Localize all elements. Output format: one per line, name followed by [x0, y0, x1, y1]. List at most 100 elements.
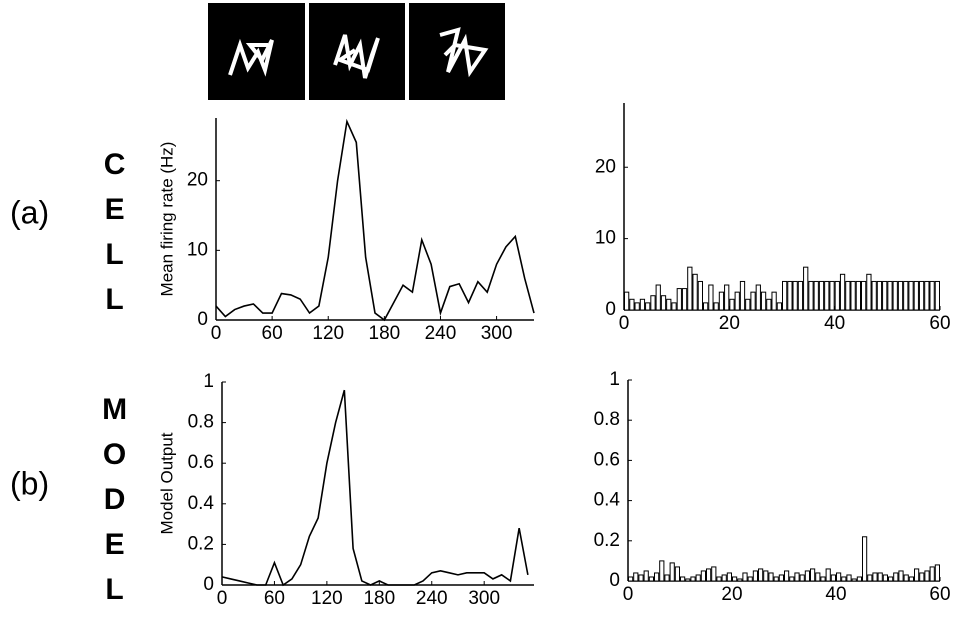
bar [695, 574, 701, 582]
bar [639, 298, 646, 311]
bar [913, 280, 919, 311]
stimulus-shape [439, 27, 489, 78]
bar [919, 572, 925, 582]
bar [664, 574, 670, 582]
bar [706, 568, 712, 582]
bar [633, 572, 639, 582]
bar [804, 570, 810, 582]
x-tick-label: 240 [416, 588, 448, 609]
x-tick-label: 40 [825, 584, 846, 605]
bar [771, 291, 777, 311]
bar [766, 298, 772, 311]
bar [737, 578, 743, 582]
bar [818, 280, 825, 311]
bar [834, 280, 840, 311]
bar [718, 291, 725, 311]
bar [747, 576, 753, 582]
bar [813, 280, 819, 311]
bar [645, 302, 651, 311]
bar [763, 570, 769, 582]
bar [908, 280, 914, 311]
bar [803, 266, 809, 311]
bar [918, 280, 925, 311]
x-tick-label: 120 [311, 588, 343, 609]
bar [713, 302, 719, 311]
y-tick-label: 0.6 [188, 452, 214, 473]
bar [871, 280, 877, 311]
bar [655, 284, 661, 311]
data-line [215, 118, 535, 322]
bar [758, 568, 764, 582]
bar [776, 302, 783, 311]
bar [862, 536, 868, 582]
bar [742, 572, 748, 582]
bar [841, 576, 847, 582]
y-tick-label: 0 [609, 570, 620, 591]
bar [778, 574, 784, 582]
bar [716, 576, 722, 582]
bar [810, 568, 816, 582]
bar [861, 280, 867, 311]
x-tick-label: 240 [425, 323, 457, 344]
y-axis-label: Mean firing rate (Hz) [157, 142, 176, 297]
bar [745, 298, 751, 311]
bar [799, 574, 805, 582]
bar [808, 280, 814, 311]
bar [850, 280, 856, 311]
bar [797, 280, 804, 311]
y-tick-label: 20 [187, 170, 208, 191]
y-tick-label: 1 [609, 369, 620, 390]
bar [628, 576, 634, 582]
x-tick-label: 0 [217, 588, 228, 609]
bar [724, 284, 730, 311]
bar [787, 280, 793, 311]
bar [789, 576, 795, 582]
bar [750, 291, 756, 311]
y-tick-label: 0.8 [188, 412, 214, 433]
bar [739, 280, 746, 311]
bar [660, 295, 667, 311]
bar [820, 576, 826, 582]
bar [752, 570, 758, 582]
y-tick-label: 20 [595, 156, 616, 177]
bar [648, 576, 654, 582]
bar [692, 273, 698, 311]
bar [839, 273, 846, 311]
bar [825, 568, 831, 582]
bar [634, 302, 640, 311]
bar [638, 574, 644, 582]
bar [888, 576, 894, 582]
panel-label: (a) [10, 194, 49, 230]
y-tick-label: 0.2 [188, 533, 214, 554]
bar [697, 280, 704, 311]
bar [882, 280, 888, 311]
bar [897, 280, 904, 311]
x-tick-label: 0 [623, 584, 634, 605]
x-tick-label: 60 [929, 584, 950, 605]
stimulus-shape [333, 34, 380, 79]
bar [836, 572, 842, 582]
x-tick-label: 60 [929, 313, 950, 334]
bar [829, 280, 835, 311]
bar [893, 572, 899, 582]
bar [887, 280, 893, 311]
bar [624, 291, 630, 311]
x-tick-label: 0 [211, 323, 222, 344]
bar [643, 570, 649, 582]
y-tick-label: 10 [595, 228, 616, 249]
y-axis-label: Model Output [157, 432, 176, 534]
bar [654, 572, 660, 582]
bar [768, 572, 774, 582]
x-tick-label: 40 [824, 313, 845, 334]
bar [877, 572, 883, 582]
bar [671, 302, 677, 311]
bar [721, 574, 727, 582]
bar [914, 568, 920, 582]
bar [924, 280, 930, 311]
y-tick-label: 10 [187, 239, 208, 260]
bar [669, 562, 675, 582]
x-tick-label: 20 [719, 313, 740, 334]
y-tick-label: 0.6 [594, 449, 620, 470]
bar [792, 280, 798, 311]
